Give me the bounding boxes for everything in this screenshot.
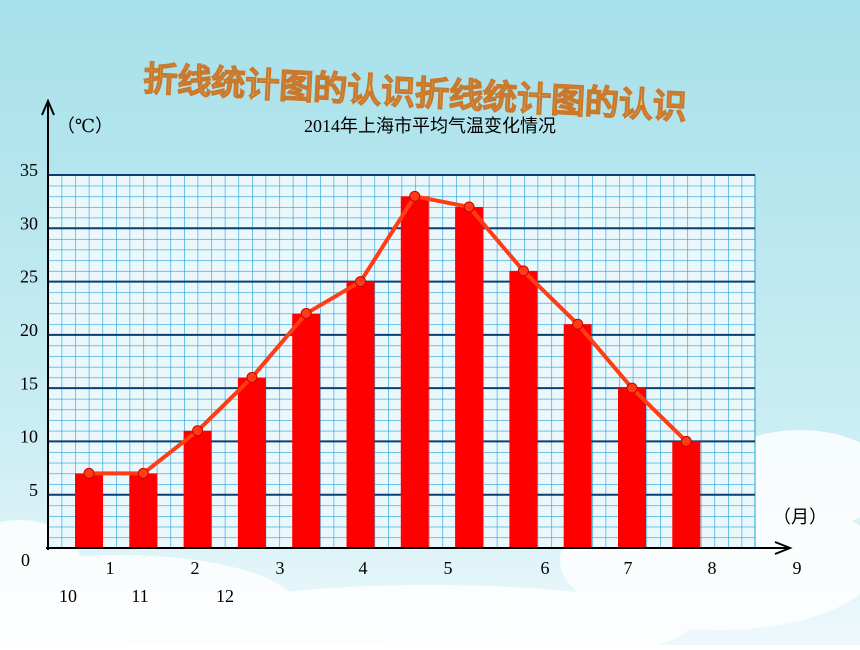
y-unit: （℃） xyxy=(57,116,113,136)
point xyxy=(83,467,95,479)
point xyxy=(246,371,258,383)
point xyxy=(409,190,421,202)
bar xyxy=(183,430,212,548)
x-tick-label: 7 xyxy=(624,558,633,578)
point xyxy=(192,425,204,437)
bar xyxy=(509,270,538,548)
point xyxy=(300,308,312,320)
x-tick-label: 8 xyxy=(708,558,717,578)
x-tick-label: 2 xyxy=(191,558,200,578)
y-tick-label: 35 xyxy=(20,160,38,180)
x-tick-label: 6 xyxy=(541,558,550,578)
point xyxy=(463,201,475,213)
point xyxy=(355,276,366,288)
y-tick-label: 30 xyxy=(20,213,38,233)
x-tick-label: 12 xyxy=(216,586,234,606)
y-tick-label: 20 xyxy=(20,320,38,340)
bar xyxy=(400,196,429,549)
point xyxy=(137,467,149,479)
x-tick-label: 3 xyxy=(276,558,285,578)
x-axis xyxy=(46,541,793,555)
point xyxy=(572,318,584,330)
bar xyxy=(129,473,158,548)
line xyxy=(89,194,688,476)
x-tick-label: 4 xyxy=(359,558,368,578)
x-tick-label: 11 xyxy=(131,586,148,606)
x-unit: （月） xyxy=(773,507,827,527)
bar xyxy=(563,324,592,548)
bar xyxy=(618,388,646,548)
x-tick-label: 10 xyxy=(59,586,77,606)
bar xyxy=(75,473,103,548)
x-tick-label: 9 xyxy=(793,558,802,578)
y-tick-label: 25 xyxy=(20,267,38,287)
y-tick-label: 10 xyxy=(20,427,38,447)
y-tick-label: 0 xyxy=(21,550,30,570)
bar xyxy=(346,281,375,548)
bar xyxy=(455,206,484,548)
bar xyxy=(672,441,701,548)
bar xyxy=(292,313,321,548)
point xyxy=(680,435,692,447)
y-axis xyxy=(41,98,55,550)
point xyxy=(517,265,529,277)
x-tick-label: 1 xyxy=(106,558,115,578)
bar xyxy=(237,377,266,548)
chart-title: 2014年上海市平均气温变化情况 xyxy=(304,116,556,136)
point xyxy=(626,382,638,394)
y-tick-label: 5 xyxy=(29,480,38,500)
y-tick-label: 15 xyxy=(20,373,38,393)
x-tick-label: 5 xyxy=(444,558,453,578)
